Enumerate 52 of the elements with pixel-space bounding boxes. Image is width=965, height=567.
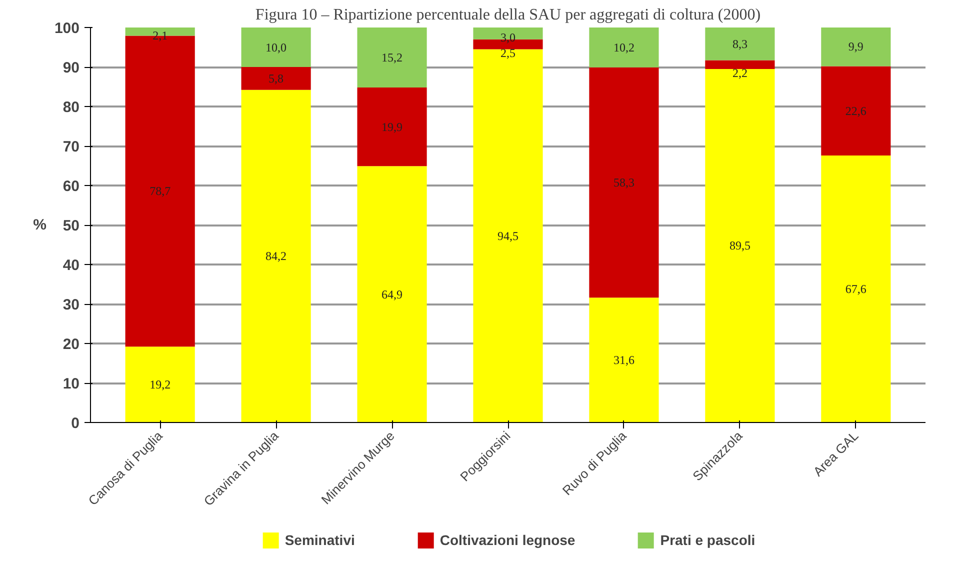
- bar: [705, 28, 775, 60]
- bar: [821, 66, 891, 156]
- data-label: 19,9: [382, 120, 403, 134]
- bar: [589, 28, 659, 68]
- data-label: 58,3: [613, 176, 634, 190]
- data-label: 19,2: [150, 378, 171, 392]
- data-label: 31,6: [613, 353, 634, 368]
- legend-label: Prati e pascoli: [660, 532, 756, 548]
- y-tick-label: 20: [62, 336, 80, 353]
- bar: [357, 28, 427, 88]
- data-label: 67,6: [845, 282, 866, 296]
- chart-title: Figura 10 – Ripartizione percentuale della SAU per aggregati di coltura (2000): [255, 6, 761, 24]
- bar: [589, 67, 659, 298]
- y-tick-label: 90: [62, 60, 80, 76]
- y-tick-label: 80: [62, 99, 80, 116]
- bar: [473, 49, 543, 422]
- data-label: 9,9: [848, 40, 864, 54]
- bar: [241, 67, 311, 90]
- bar: [705, 60, 775, 69]
- bar: [241, 28, 311, 67]
- legend-label: Seminativi: [284, 532, 355, 548]
- data-label: 94,5: [498, 228, 518, 243]
- y-tick-label: 60: [62, 178, 80, 195]
- y-tick-label: 0: [71, 415, 80, 432]
- bar: [241, 90, 311, 422]
- y-tick-label: 50: [62, 218, 80, 234]
- data-label: 64,9: [382, 287, 403, 302]
- y-tick-label: 70: [62, 138, 80, 156]
- y-tick-label: 100: [54, 20, 80, 37]
- bar: [705, 68, 775, 422]
- bar: [821, 155, 891, 422]
- data-label: 10,0: [266, 40, 287, 54]
- data-label: 2,2: [732, 66, 748, 80]
- bar: [357, 88, 427, 166]
- bar: [589, 298, 659, 422]
- bar: [357, 166, 427, 422]
- y-axis-title: %: [33, 216, 46, 234]
- y-tick-label: 30: [62, 296, 80, 314]
- legend-label: Coltivazioni legnose: [440, 532, 576, 548]
- data-label: 78,7: [150, 184, 171, 198]
- bar: [125, 346, 195, 422]
- data-label: 15,2: [382, 50, 403, 65]
- y-tick-label: 40: [62, 257, 80, 274]
- data-label: 2,5: [500, 46, 516, 60]
- data-label: 84,2: [266, 249, 287, 264]
- data-label: 89,5: [729, 238, 750, 253]
- y-tick-label: 10: [62, 376, 80, 392]
- data-label: 22,6: [845, 104, 866, 118]
- data-label: 8,3: [732, 36, 748, 51]
- bar: [821, 28, 891, 66]
- data-label: 5,8: [268, 71, 284, 86]
- data-label: 10,2: [613, 40, 634, 54]
